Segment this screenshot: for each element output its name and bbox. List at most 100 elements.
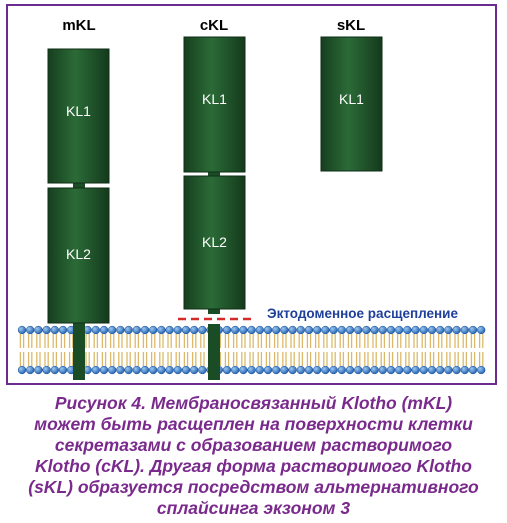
ckl-kl1-label: KL1 — [202, 91, 227, 107]
lipid-head — [239, 365, 248, 375]
lipid-head — [411, 325, 420, 335]
lipid-head — [272, 365, 281, 375]
lipid-head — [444, 325, 453, 335]
skl-kl1-label: KL1 — [339, 91, 364, 107]
lipid-head — [263, 325, 273, 335]
lipid-head — [50, 325, 59, 335]
figure-caption: Рисунок 4. Мембраносвязанный Klotho (mKL… — [6, 393, 501, 519]
caption-line: сплайсинга экзоном 3 — [156, 498, 351, 518]
lipid-head — [460, 365, 469, 375]
lipid-head — [132, 325, 141, 335]
lipid-head — [165, 325, 174, 335]
lipid-head — [157, 325, 166, 335]
lipid-head — [99, 325, 109, 335]
lipid-head — [190, 325, 199, 335]
lipid-head — [354, 325, 363, 335]
ckl-kl1-domain — [183, 36, 246, 173]
lipid-head — [288, 325, 297, 335]
lipid-head — [181, 365, 191, 375]
caption-line: может быть расщеплен на поверхности клет… — [34, 414, 473, 434]
lipid-head — [386, 365, 396, 375]
lipid-head — [26, 365, 35, 375]
lipid-head — [378, 365, 387, 375]
lipid-head — [239, 325, 248, 335]
cleavage-label: Эктодоменное расщепление — [267, 306, 458, 321]
lipid-head — [231, 365, 240, 375]
figure-frame — [6, 4, 497, 385]
lipid-head — [157, 365, 166, 375]
lipid-head — [395, 325, 404, 335]
lipid-head — [296, 365, 305, 375]
mkl-linker — [73, 181, 85, 189]
lipid-head — [263, 365, 273, 375]
lipid-head — [313, 325, 322, 335]
lipid-head — [419, 365, 428, 375]
skl-kl1-domain — [320, 36, 383, 172]
lipid-head — [386, 325, 396, 335]
caption-line: (sKL) образуется посредством альтернатив… — [28, 477, 479, 497]
mkl-kl2-domain — [47, 187, 110, 324]
lipid-head — [444, 365, 453, 375]
lipid-head — [132, 365, 141, 375]
lipid-head — [124, 365, 133, 375]
lipid-head — [370, 325, 379, 335]
lipid-head — [477, 325, 486, 335]
lipid-head — [272, 325, 281, 335]
lipid-head — [321, 365, 330, 375]
mkl-kl1-label: KL1 — [66, 103, 91, 119]
lipid-head — [165, 365, 174, 375]
lipid-head — [427, 365, 437, 375]
lipid-head — [313, 365, 322, 375]
lipid-head — [124, 325, 133, 335]
ckl-protein: KL1 KL2 — [183, 36, 246, 380]
lipid-head — [304, 365, 314, 375]
klotho-diagram: mKL cKL sKL KL1 KL2 KL1 KL2 KL1 Эктодоме… — [17, 17, 486, 380]
lipid-head — [329, 325, 338, 335]
lipid-head — [50, 365, 59, 375]
lipid-heads-inner — [17, 365, 486, 375]
lipid-head — [173, 365, 182, 375]
lipid-head — [116, 365, 125, 375]
lipid-head — [452, 325, 461, 335]
ckl-kl2-label: KL2 — [202, 234, 227, 250]
lipid-tails — [19, 334, 484, 366]
ckl-transmembrane-remnant — [208, 324, 220, 380]
caption-line: Klotho (cKL). Другая форма растворимого … — [35, 456, 472, 476]
lipid-head — [42, 365, 51, 375]
lipid-head — [181, 325, 191, 335]
lipid-head — [99, 365, 109, 375]
lipid-head — [116, 325, 125, 335]
form-label-skl: sKL — [337, 17, 365, 34]
lipid-head — [173, 325, 182, 335]
mkl-transmembrane-anchor — [73, 318, 85, 380]
lipid-head — [108, 365, 117, 375]
lipid-head — [255, 325, 264, 335]
lipid-head — [255, 365, 264, 375]
lipid-head — [280, 325, 289, 335]
mkl-kl1-domain — [47, 48, 110, 184]
lipid-head — [247, 365, 256, 375]
caption-line: секретазами с образованием растворимого — [54, 435, 453, 455]
lipid-heads-outer — [17, 325, 486, 335]
lipid-head — [198, 325, 207, 335]
lipid-head — [477, 365, 486, 375]
lipid-head — [58, 325, 68, 335]
lipid-head — [140, 365, 150, 375]
lipid-head — [419, 325, 428, 335]
lipid-head — [91, 365, 100, 375]
lipid-head — [321, 325, 330, 335]
lipid-head — [149, 325, 158, 335]
lipid-head — [108, 325, 117, 335]
lipid-head — [17, 365, 27, 375]
lipid-head — [370, 365, 379, 375]
lipid-head — [468, 365, 478, 375]
lipid-head — [378, 325, 387, 335]
ckl-kl2-domain — [183, 175, 246, 310]
lipid-head — [345, 325, 355, 335]
lipid-head — [91, 325, 100, 335]
lipid-head — [222, 365, 232, 375]
form-label-ckl: cKL — [200, 17, 228, 34]
lipid-head — [34, 365, 43, 375]
lipid-head — [337, 365, 346, 375]
lipid-head — [222, 325, 232, 335]
